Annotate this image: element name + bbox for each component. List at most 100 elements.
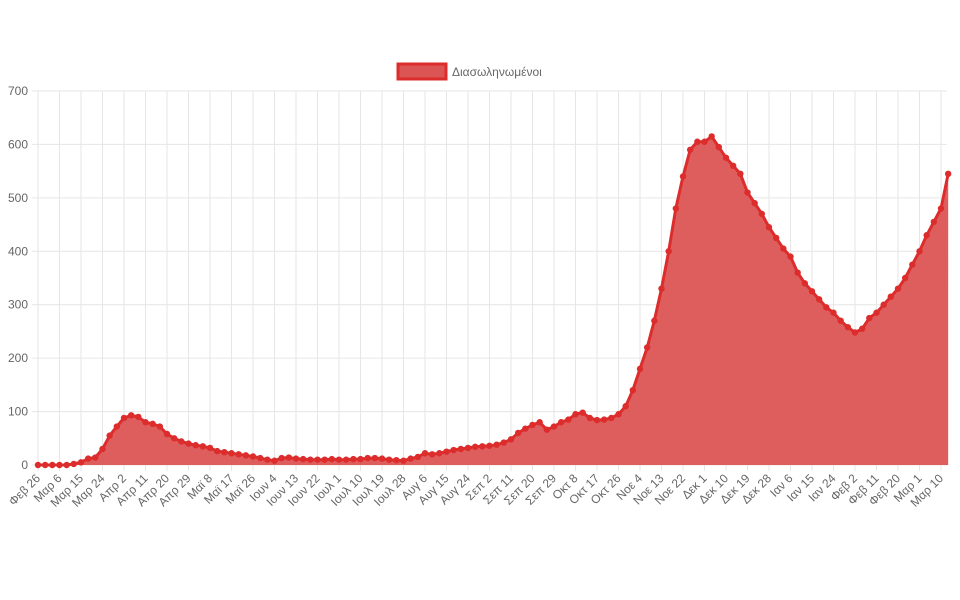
data-point[interactable] <box>378 455 386 462</box>
data-point[interactable] <box>228 450 235 457</box>
data-point[interactable] <box>307 456 314 463</box>
data-point[interactable] <box>335 456 343 463</box>
data-point[interactable] <box>672 205 680 212</box>
data-point[interactable] <box>772 234 780 242</box>
data-point[interactable] <box>256 454 264 462</box>
data-point[interactable] <box>41 461 49 469</box>
data-point[interactable] <box>801 280 809 287</box>
data-point[interactable] <box>686 146 694 153</box>
data-point[interactable] <box>694 138 701 145</box>
data-point[interactable] <box>49 461 56 469</box>
data-point[interactable] <box>615 411 622 418</box>
data-point[interactable] <box>371 454 379 462</box>
data-point[interactable] <box>737 170 744 178</box>
data-point[interactable] <box>70 460 78 468</box>
data-point[interactable] <box>385 456 393 463</box>
data-point[interactable] <box>56 461 63 469</box>
data-point[interactable] <box>135 413 142 421</box>
data-point[interactable] <box>808 288 816 295</box>
data-point[interactable] <box>701 138 708 145</box>
data-point[interactable] <box>221 448 228 456</box>
data-point[interactable] <box>608 414 615 422</box>
data-point[interactable] <box>92 454 99 461</box>
data-point[interactable] <box>350 455 357 463</box>
data-point[interactable] <box>851 329 859 336</box>
data-point[interactable] <box>916 248 923 255</box>
data-point[interactable] <box>486 442 493 449</box>
data-point[interactable] <box>264 456 271 463</box>
data-point[interactable] <box>464 444 472 452</box>
data-point[interactable] <box>84 455 92 462</box>
data-point[interactable] <box>665 248 672 255</box>
data-point[interactable] <box>780 245 787 252</box>
data-point[interactable] <box>572 411 579 418</box>
data-point[interactable] <box>342 456 350 463</box>
data-point[interactable] <box>923 232 930 239</box>
data-point[interactable] <box>457 445 465 453</box>
data-point[interactable] <box>937 205 945 212</box>
data-point[interactable] <box>471 443 479 451</box>
data-point[interactable] <box>593 416 601 424</box>
data-point[interactable] <box>557 419 565 426</box>
data-point[interactable] <box>500 439 508 446</box>
data-point[interactable] <box>285 454 293 461</box>
data-point[interactable] <box>579 409 586 416</box>
data-point[interactable] <box>185 440 192 447</box>
data-point[interactable] <box>249 453 257 460</box>
data-point[interactable] <box>106 432 113 439</box>
data-point[interactable] <box>206 444 214 452</box>
data-point[interactable] <box>866 314 873 322</box>
data-point[interactable] <box>235 451 242 458</box>
data-point[interactable] <box>887 293 895 300</box>
data-point[interactable] <box>550 423 558 430</box>
data-point[interactable] <box>636 365 644 373</box>
data-point[interactable] <box>436 450 443 457</box>
data-point[interactable] <box>522 425 529 432</box>
data-point[interactable] <box>565 416 572 423</box>
data-point[interactable] <box>364 454 371 462</box>
data-point[interactable] <box>830 309 837 316</box>
data-point[interactable] <box>507 436 515 443</box>
data-point[interactable] <box>178 438 185 445</box>
legend[interactable]: Διασωληνωμένοι <box>396 62 542 81</box>
data-point[interactable] <box>894 285 902 292</box>
data-point[interactable] <box>142 419 149 426</box>
data-point[interactable] <box>163 430 171 438</box>
data-point[interactable] <box>751 200 758 207</box>
data-point[interactable] <box>149 420 156 428</box>
data-point[interactable] <box>729 162 737 169</box>
data-point[interactable] <box>357 455 364 463</box>
data-point[interactable] <box>815 296 823 303</box>
data-point[interactable] <box>600 416 608 423</box>
data-point[interactable] <box>794 269 801 276</box>
data-point[interactable] <box>414 453 422 461</box>
data-point[interactable] <box>77 459 85 466</box>
data-point[interactable] <box>428 451 436 458</box>
data-point[interactable] <box>400 457 407 464</box>
data-point[interactable] <box>536 419 543 426</box>
data-point[interactable] <box>543 426 551 433</box>
data-point[interactable] <box>314 456 321 463</box>
data-point[interactable] <box>199 443 207 450</box>
data-point[interactable] <box>586 414 594 422</box>
data-point[interactable] <box>113 423 121 430</box>
data-point[interactable] <box>292 455 300 462</box>
data-point[interactable] <box>837 317 844 324</box>
data-point[interactable] <box>493 441 500 448</box>
data-point[interactable] <box>99 445 106 453</box>
data-point[interactable] <box>643 344 651 351</box>
data-point[interactable] <box>944 170 952 178</box>
data-point[interactable] <box>658 285 665 292</box>
data-point[interactable] <box>34 461 42 469</box>
data-point[interactable] <box>299 455 307 463</box>
data-point[interactable] <box>271 457 278 464</box>
data-point[interactable] <box>63 461 70 469</box>
data-point[interactable] <box>909 261 916 268</box>
data-point[interactable] <box>450 446 457 454</box>
data-point[interactable] <box>514 429 522 437</box>
data-point[interactable] <box>651 317 658 324</box>
data-point[interactable] <box>622 403 629 410</box>
data-point[interactable] <box>393 456 400 464</box>
data-point[interactable] <box>722 154 730 161</box>
data-point[interactable] <box>629 387 637 394</box>
